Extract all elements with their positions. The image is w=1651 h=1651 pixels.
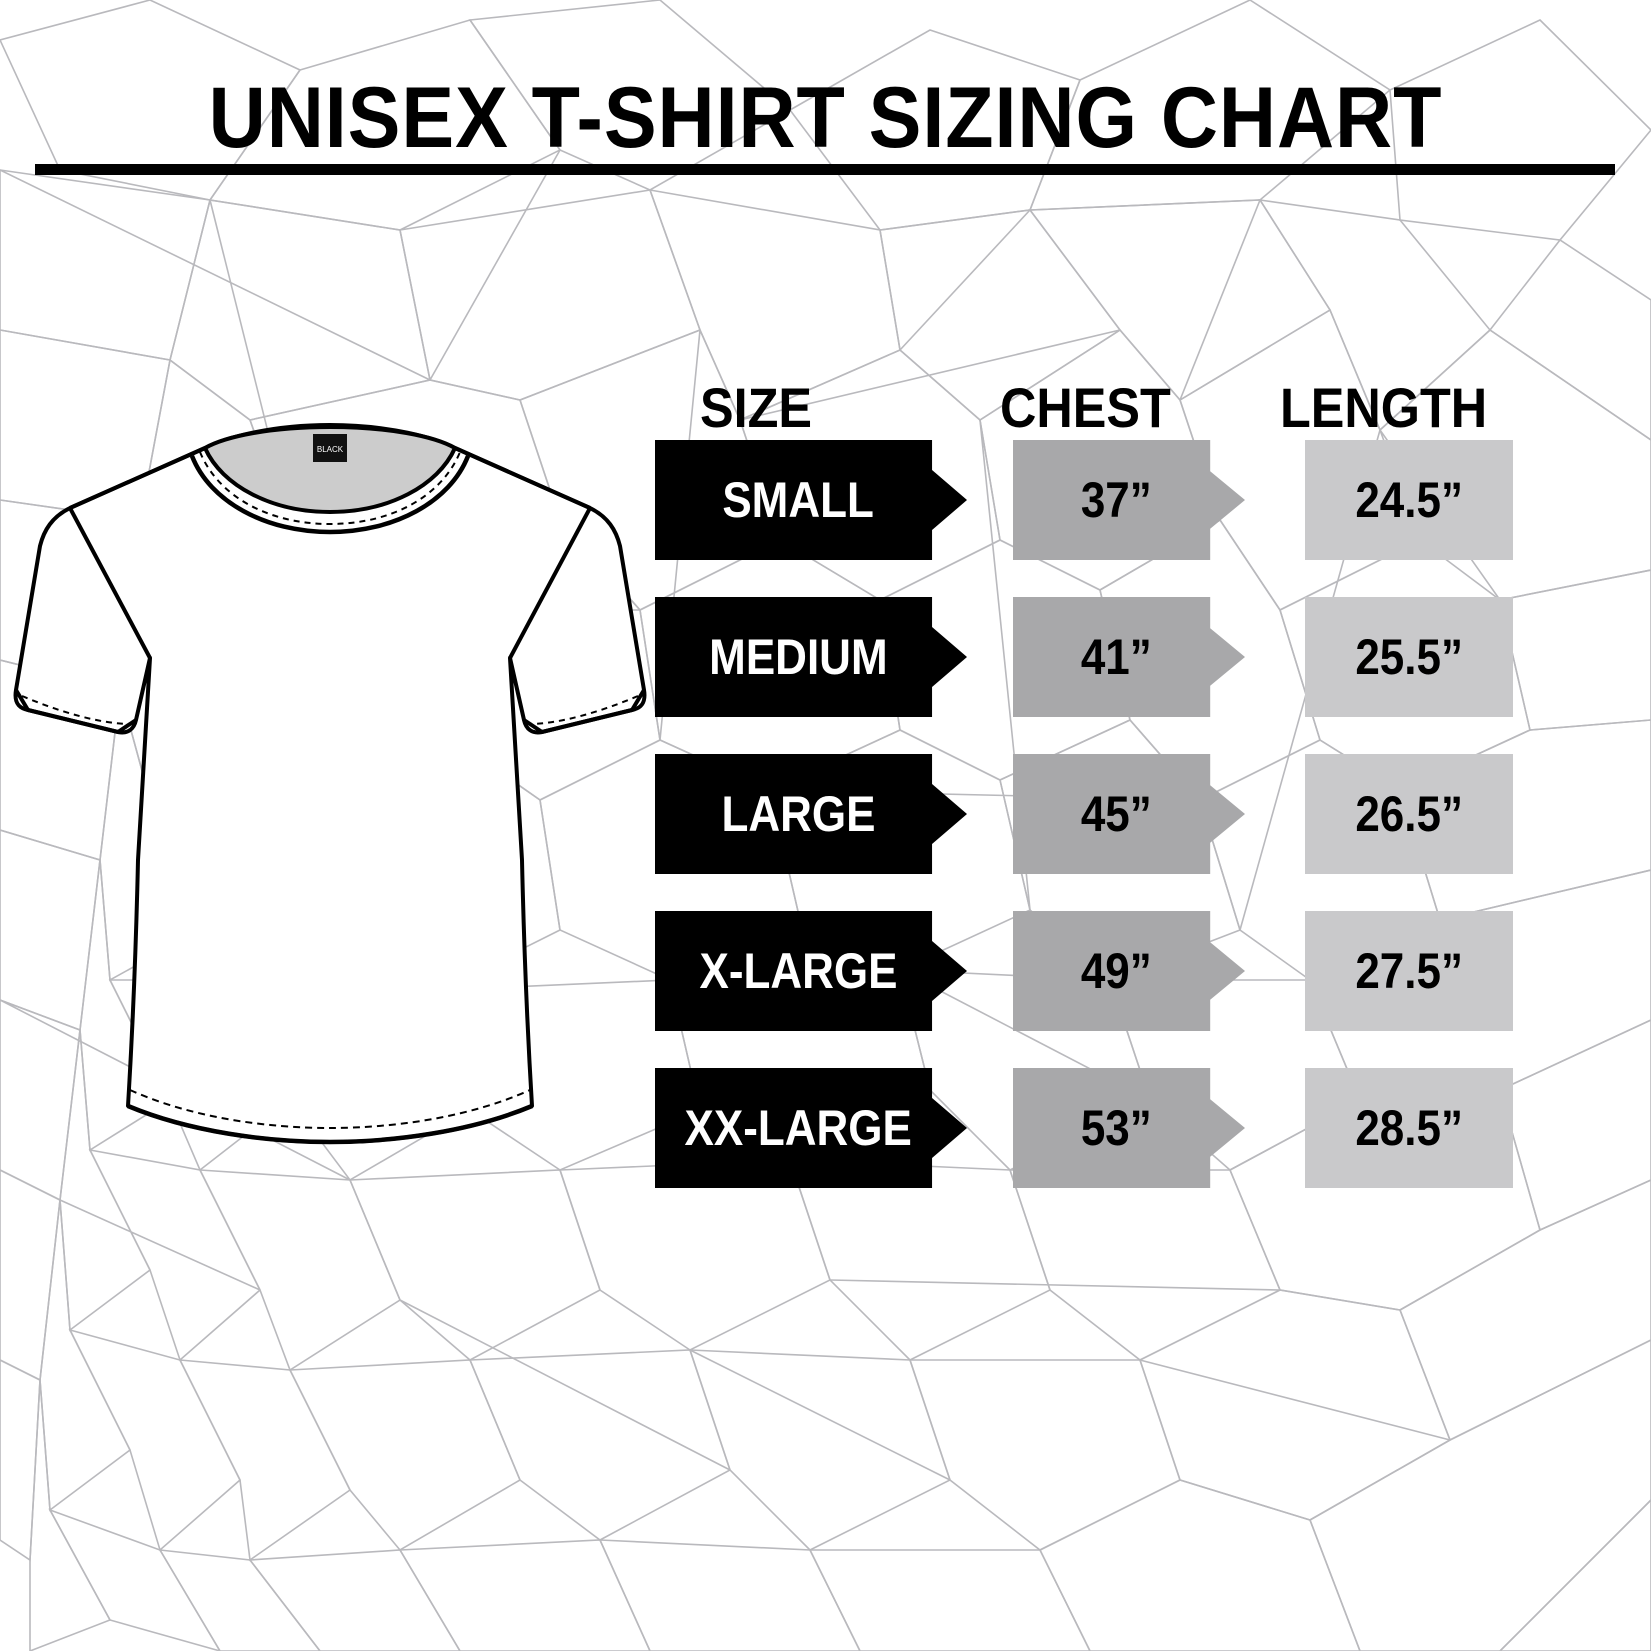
size-cell-arrow: LARGE — [655, 754, 967, 874]
chest-value: 41” — [1080, 629, 1152, 685]
length-value: 26.5” — [1355, 786, 1463, 842]
chest-value: 49” — [1080, 943, 1152, 999]
table-row: MEDIUM 41” 25.5” — [655, 597, 1535, 754]
chest-value: 53” — [1080, 1100, 1152, 1156]
length-cell: 25.5” — [1305, 597, 1513, 717]
chest-cell-arrow: 41” — [1013, 597, 1245, 717]
size-label: MEDIUM — [708, 629, 888, 685]
size-label: SMALL — [722, 472, 874, 528]
table-row: LARGE 45” 26.5” — [655, 754, 1535, 911]
length-value: 27.5” — [1355, 943, 1463, 999]
column-header-length: LENGTH — [1280, 376, 1488, 439]
page-title: UNISEX T-SHIRT SIZING CHART — [208, 70, 1443, 166]
table-row: XX-LARGE 53” 28.5” — [655, 1068, 1535, 1225]
table-row: SMALL 37” 24.5” — [655, 440, 1535, 597]
chest-value: 37” — [1080, 472, 1152, 528]
column-header-chest: CHEST — [1000, 376, 1171, 439]
size-cell-arrow: MEDIUM — [655, 597, 967, 717]
chest-cell-arrow: 53” — [1013, 1068, 1245, 1188]
table-row: X-LARGE 49” 27.5” — [655, 911, 1535, 1068]
size-cell-arrow: SMALL — [655, 440, 967, 560]
neck-label-text: BLACK — [317, 445, 344, 454]
chest-cell-arrow: 45” — [1013, 754, 1245, 874]
size-cell-arrow: X-LARGE — [655, 911, 967, 1031]
length-cell: 27.5” — [1305, 911, 1513, 1031]
size-label: LARGE — [721, 786, 875, 842]
length-cell: 26.5” — [1305, 754, 1513, 874]
length-value: 24.5” — [1355, 472, 1463, 528]
table-header-row: SIZE CHEST LENGTH — [655, 378, 1535, 440]
length-cell: 24.5” — [1305, 440, 1513, 560]
chest-value: 45” — [1080, 786, 1152, 842]
length-cell: 28.5” — [1305, 1068, 1513, 1188]
sizing-table: SIZE CHEST LENGTH SMALL 37” 24.5” MEDIUM… — [655, 378, 1535, 1225]
chest-cell-arrow: 49” — [1013, 911, 1245, 1031]
size-cell-arrow: XX-LARGE — [655, 1068, 967, 1188]
column-header-size: SIZE — [700, 376, 813, 439]
tshirt-illustration: BLACK — [13, 423, 647, 1145]
title-divider-rule — [35, 164, 1615, 175]
chest-cell-arrow: 37” — [1013, 440, 1245, 560]
length-value: 25.5” — [1355, 629, 1463, 685]
size-label: XX-LARGE — [684, 1100, 912, 1156]
size-label: X-LARGE — [699, 943, 897, 999]
title-block: UNISEX T-SHIRT SIZING CHART — [0, 72, 1651, 164]
length-value: 28.5” — [1355, 1100, 1463, 1156]
